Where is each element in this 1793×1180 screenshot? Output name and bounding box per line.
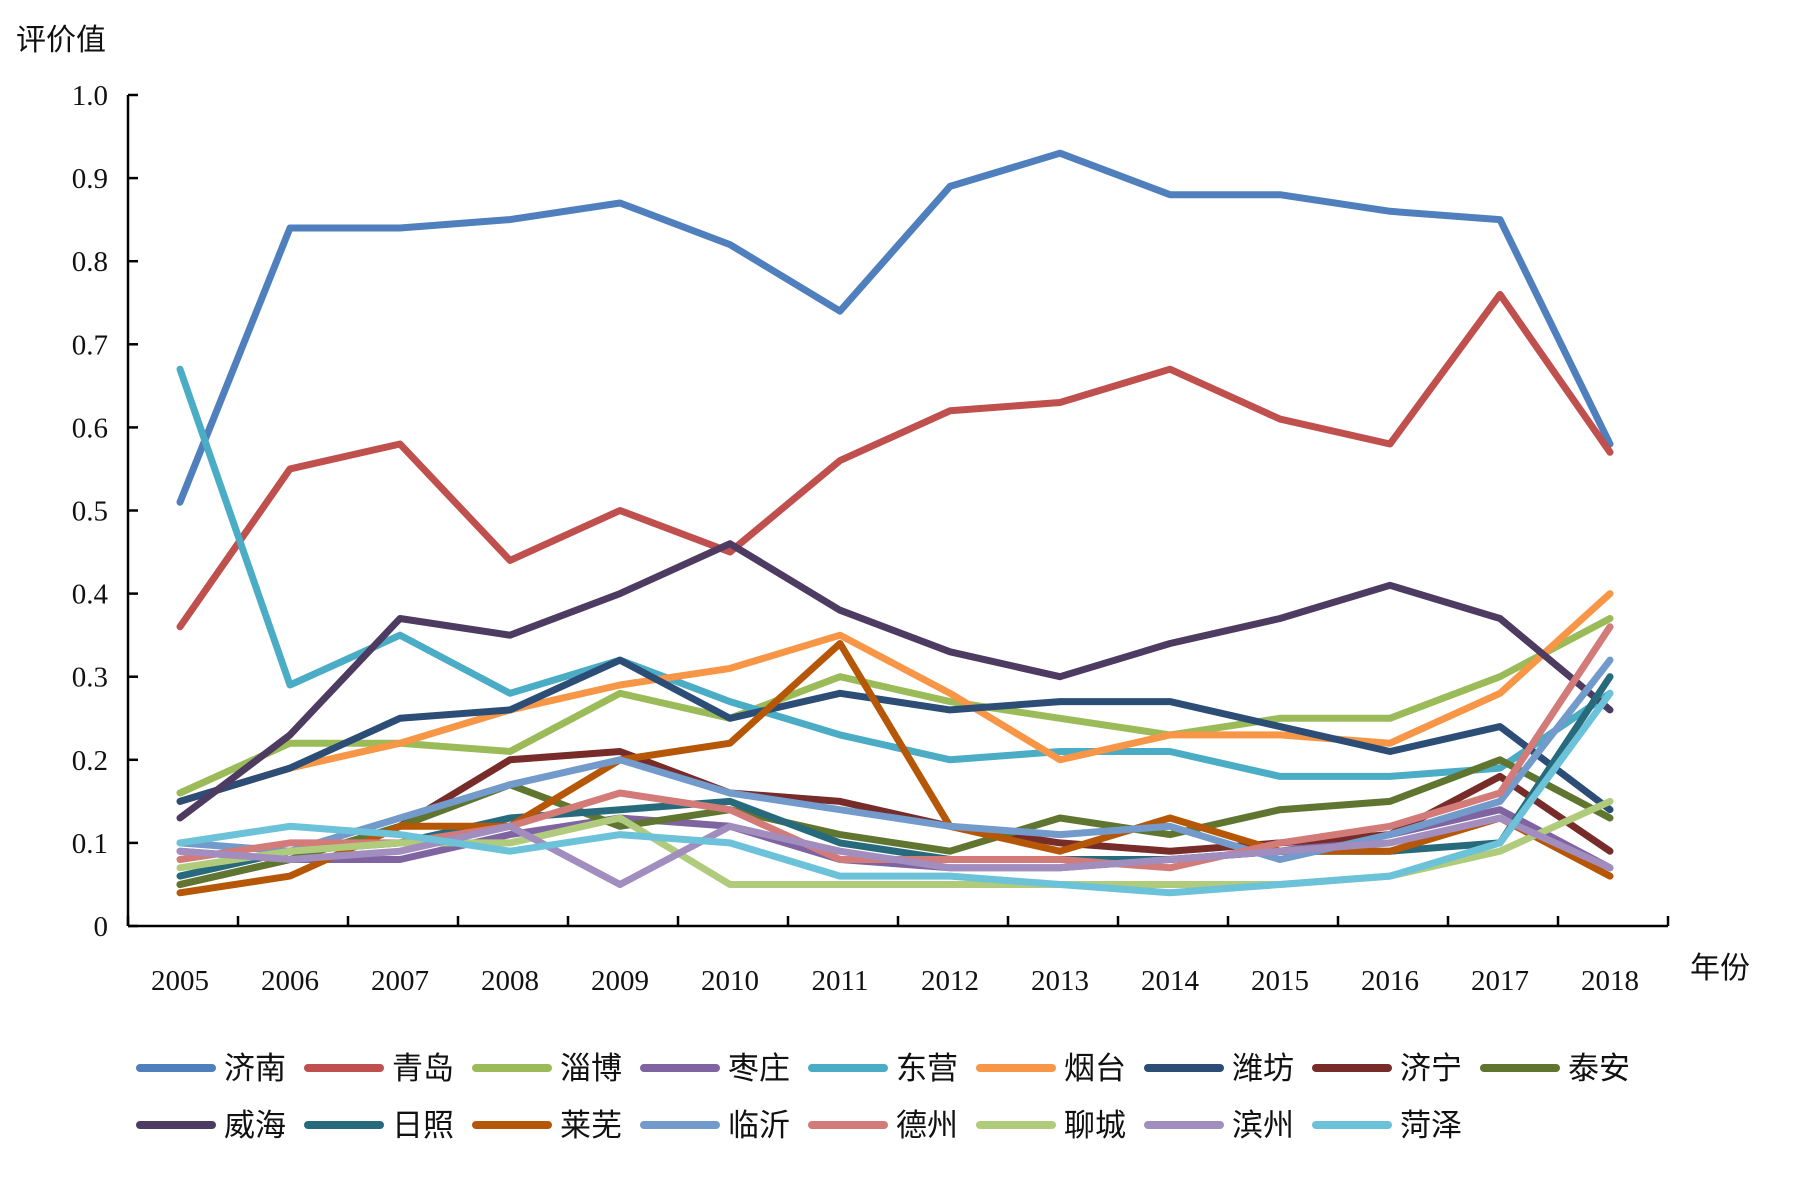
- x-tick-label: 2010: [701, 965, 759, 997]
- legend-label: 济宁: [1400, 1051, 1462, 1087]
- x-tick-label: 2015: [1251, 965, 1309, 997]
- x-tick-label: 2011: [812, 965, 869, 997]
- series-line-滨州: [176, 814, 1614, 888]
- legend-label: 东营: [896, 1051, 958, 1087]
- series-line-威海: [176, 540, 1614, 822]
- legend-label: 日照: [392, 1108, 454, 1144]
- legend-label: 潍坊: [1232, 1051, 1294, 1087]
- series-line-泰安: [176, 756, 1614, 888]
- x-tick-label: 2016: [1361, 965, 1419, 997]
- x-tick-label: 2018: [1581, 965, 1639, 997]
- x-ticks: 2005 2006 2007 2008 2009 2010 2011 2012 2013 2014…: [126, 916, 1670, 997]
- legend-label: 聊城: [1064, 1108, 1126, 1144]
- y-ticks: 0 0.1 0.2 0.3 0.4 0.5 0.6 0.7 0.8 0.9 1.0: [72, 80, 138, 943]
- y-tick-label: 0.8: [72, 246, 108, 278]
- series-line-菏泽: [176, 689, 1614, 897]
- series-line-烟台: [176, 590, 1614, 805]
- x-axis-title: 年份: [1690, 951, 1750, 986]
- y-tick-label: 0.7: [72, 329, 108, 361]
- x-tick-label: 2017: [1471, 965, 1529, 997]
- legend-label: 泰安: [1568, 1051, 1630, 1087]
- series-line-潍坊: [176, 656, 1614, 814]
- x-tick-label: 2013: [1031, 965, 1089, 997]
- y-tick-label: 0: [94, 911, 109, 943]
- y-tick-label: 0.1: [72, 828, 108, 860]
- legend-label: 临沂: [728, 1108, 790, 1144]
- x-tick-label: 2012: [921, 965, 979, 997]
- x-tick-label: 2008: [481, 965, 539, 997]
- axes: [126, 95, 1668, 928]
- series-line-济南: [176, 149, 1614, 506]
- series-line-莱芜: [176, 640, 1614, 897]
- y-axis-title: 评价值: [16, 23, 106, 58]
- series-line-淄博: [176, 615, 1614, 797]
- legend-label: 滨州: [1232, 1108, 1294, 1144]
- series-line-临沂: [176, 656, 1614, 863]
- x-tick-label: 2014: [1141, 965, 1200, 997]
- series-lines: [176, 149, 1614, 897]
- y-tick-label: 0.9: [72, 163, 108, 195]
- x-tick-label: 2007: [371, 965, 429, 997]
- y-tick-label: 0.3: [72, 662, 108, 694]
- legend-label: 济南: [224, 1051, 286, 1087]
- legend-label: 烟台: [1064, 1051, 1126, 1087]
- y-tick-label: 1.0: [72, 80, 108, 112]
- legend-label: 青岛: [392, 1051, 454, 1087]
- legend-label: 威海: [224, 1108, 286, 1144]
- y-tick-label: 0.2: [72, 745, 108, 777]
- legend-label: 菏泽: [1400, 1108, 1462, 1144]
- y-tick-label: 0.6: [72, 412, 108, 444]
- legend-label: 淄博: [560, 1051, 622, 1087]
- legend-label: 德州: [896, 1108, 958, 1144]
- series-line-青岛: [176, 290, 1614, 631]
- legend-label: 枣庄: [728, 1051, 790, 1087]
- legend-label: 莱芜: [560, 1108, 622, 1144]
- x-tick-label: 2006: [261, 965, 319, 997]
- series-line-东营: [176, 365, 1614, 780]
- y-tick-label: 0.4: [72, 579, 109, 611]
- x-tick-label: 2005: [151, 965, 209, 997]
- y-tick-label: 0.5: [72, 496, 108, 528]
- x-tick-label: 2009: [591, 965, 649, 997]
